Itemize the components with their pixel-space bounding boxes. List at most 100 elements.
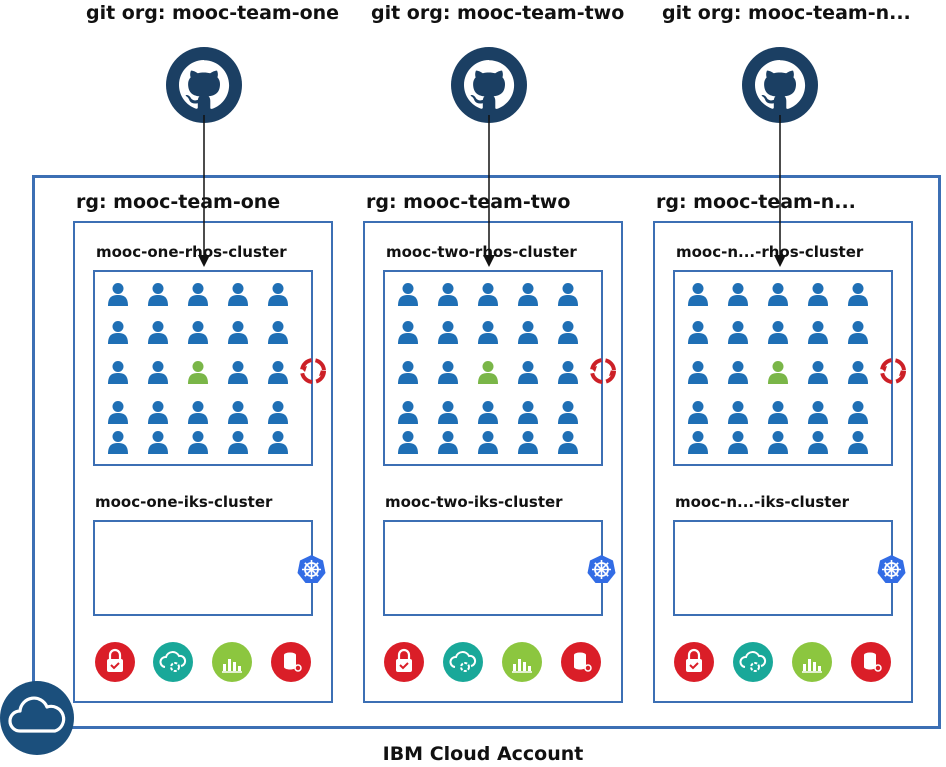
monitoring-icon[interactable] <box>502 642 542 682</box>
github-icon[interactable] <box>742 47 818 123</box>
kubernetes-icon <box>876 554 907 585</box>
user-icon <box>107 400 129 424</box>
user-icon <box>477 320 499 344</box>
ibm-cloud-account-label: IBM Cloud Account <box>382 743 584 765</box>
user-icon <box>557 320 579 344</box>
user-icon-highlighted <box>477 360 499 384</box>
user-icon <box>517 282 539 306</box>
resource-group-box-1 <box>73 221 333 703</box>
user-icon <box>187 430 209 454</box>
resource-group-box-2 <box>363 221 623 703</box>
user-icon <box>267 400 289 424</box>
cloud-function-icon[interactable] <box>733 642 773 682</box>
user-icon <box>227 430 249 454</box>
rg-title-1: rg: mooc-team-one <box>76 191 281 213</box>
cloud-function-icon[interactable] <box>443 642 483 682</box>
iks-cluster-box[interactable] <box>93 520 313 616</box>
security-service-icon[interactable] <box>674 642 714 682</box>
cloud-icon <box>0 681 74 755</box>
user-icon <box>227 320 249 344</box>
user-icon <box>517 400 539 424</box>
database-icon[interactable] <box>561 642 601 682</box>
user-icon <box>807 360 829 384</box>
user-icon <box>687 320 709 344</box>
user-icon <box>437 320 459 344</box>
user-icon <box>397 360 419 384</box>
iks-cluster-title-1: mooc-one-iks-cluster <box>95 493 273 511</box>
openshift-icon <box>298 356 328 386</box>
user-icon <box>187 320 209 344</box>
user-icon <box>517 360 539 384</box>
database-icon[interactable] <box>271 642 311 682</box>
user-icon <box>187 282 209 306</box>
security-service-icon[interactable] <box>95 642 135 682</box>
iks-cluster-box[interactable] <box>383 520 603 616</box>
rhos-cluster-title-3: mooc-n...-rhos-cluster <box>676 243 864 261</box>
user-icon <box>397 430 419 454</box>
rhos-cluster-box[interactable] <box>673 270 893 466</box>
user-icon <box>727 360 749 384</box>
user-icon <box>687 282 709 306</box>
database-icon[interactable] <box>851 642 891 682</box>
iks-cluster-title-3: mooc-n...-iks-cluster <box>675 493 850 511</box>
user-icon <box>477 282 499 306</box>
user-icon <box>517 320 539 344</box>
user-icon <box>107 320 129 344</box>
user-icon <box>147 320 169 344</box>
user-icon <box>847 320 869 344</box>
user-icon-highlighted <box>767 360 789 384</box>
user-icon <box>227 360 249 384</box>
user-icon <box>267 282 289 306</box>
rhos-cluster-title-2: mooc-two-rhos-cluster <box>386 243 577 261</box>
user-icon <box>107 360 129 384</box>
user-icon <box>267 360 289 384</box>
rhos-cluster-title-1: mooc-one-rhos-cluster <box>96 243 287 261</box>
resource-group-box-3 <box>653 221 913 703</box>
rg-title-2: rg: mooc-team-two <box>366 191 571 213</box>
github-icon[interactable] <box>166 47 242 123</box>
git-org-title-1: git org: mooc-team-one <box>86 2 340 24</box>
user-icon <box>687 430 709 454</box>
user-icon <box>847 400 869 424</box>
rhos-cluster-box[interactable] <box>93 270 313 466</box>
user-icon <box>557 400 579 424</box>
user-icon <box>807 430 829 454</box>
user-icon <box>437 282 459 306</box>
user-icon <box>267 430 289 454</box>
monitoring-icon[interactable] <box>792 642 832 682</box>
user-icon <box>847 282 869 306</box>
user-icon <box>767 320 789 344</box>
user-icon <box>517 430 539 454</box>
kubernetes-icon <box>296 554 327 585</box>
user-icon <box>437 430 459 454</box>
user-icon <box>727 282 749 306</box>
user-icon <box>557 282 579 306</box>
user-icon <box>107 282 129 306</box>
user-icon <box>107 430 129 454</box>
user-icon <box>807 282 829 306</box>
user-icon <box>397 320 419 344</box>
git-org-title-2: git org: mooc-team-two <box>371 2 625 24</box>
user-icon <box>477 400 499 424</box>
user-icon <box>227 400 249 424</box>
rhos-cluster-box[interactable] <box>383 270 603 466</box>
security-service-icon[interactable] <box>384 642 424 682</box>
user-icon <box>807 320 829 344</box>
user-icon <box>187 400 209 424</box>
user-icon <box>147 282 169 306</box>
cloud-function-icon[interactable] <box>153 642 193 682</box>
user-icon <box>147 430 169 454</box>
monitoring-icon[interactable] <box>212 642 252 682</box>
user-icon <box>267 320 289 344</box>
user-icon <box>847 360 869 384</box>
user-icon <box>437 360 459 384</box>
git-org-title-3: git org: mooc-team-n... <box>662 2 911 24</box>
github-icon[interactable] <box>451 47 527 123</box>
user-icon <box>147 360 169 384</box>
openshift-icon <box>878 356 908 386</box>
user-icon <box>687 360 709 384</box>
iks-cluster-box[interactable] <box>673 520 893 616</box>
user-icon <box>227 282 249 306</box>
user-icon <box>767 282 789 306</box>
user-icon <box>147 400 169 424</box>
